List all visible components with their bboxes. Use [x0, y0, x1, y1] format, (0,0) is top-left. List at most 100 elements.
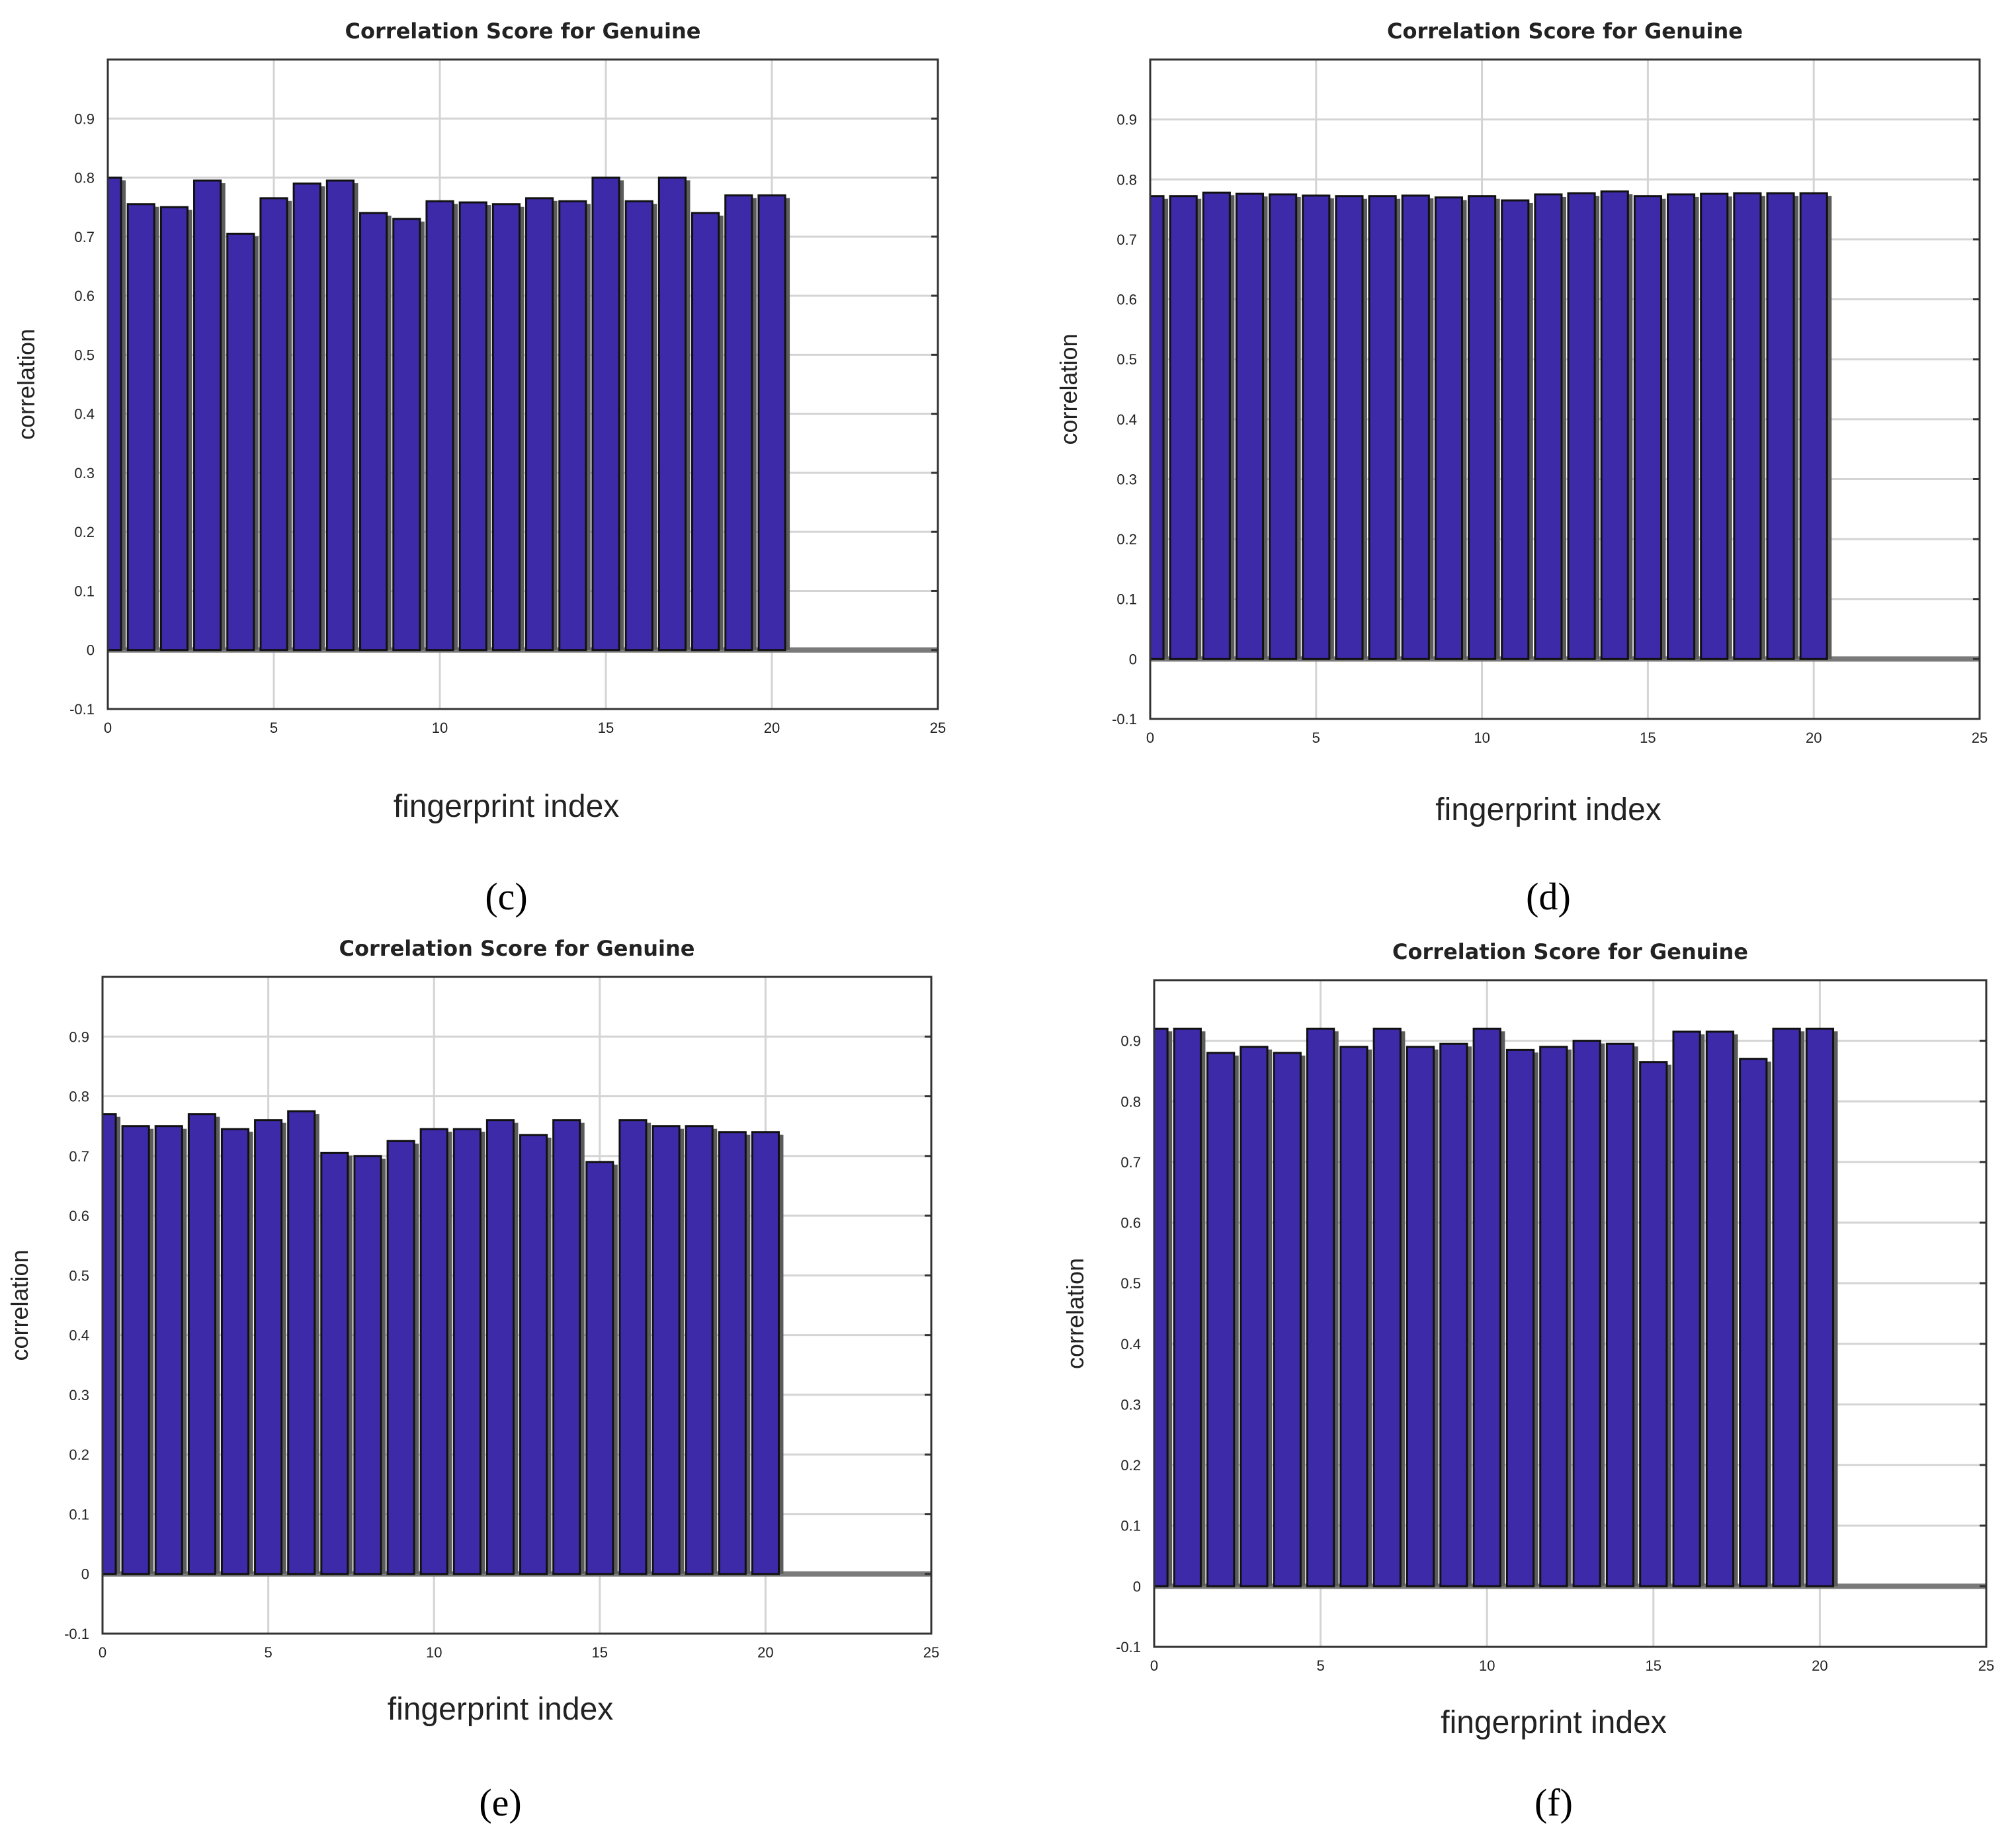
x-axis-label: fingerprint index	[388, 1692, 614, 1727]
bar-shadow	[718, 216, 724, 650]
y-tick-label: 0.1	[74, 583, 95, 599]
chart-title: Correlation Score for Genuine	[345, 19, 701, 44]
x-axis-label: fingerprint index	[1441, 1705, 1667, 1740]
bar-shadow	[1197, 198, 1202, 659]
bar-shadow	[1163, 198, 1169, 659]
bar-shadow	[646, 1122, 651, 1574]
bar-shadow	[519, 206, 525, 650]
y-tick-label: -0.1	[69, 701, 95, 718]
y-tick-label: 0.9	[74, 110, 95, 127]
bar	[287, 1110, 316, 1575]
y-tick-label: 0	[1133, 1578, 1141, 1595]
bar	[1501, 199, 1530, 660]
bar	[685, 1125, 714, 1575]
bar	[1505, 1048, 1535, 1587]
bar-shadow	[685, 180, 691, 650]
bar	[121, 1125, 150, 1575]
bar-shadow	[619, 180, 624, 650]
x-tick-label: 0	[99, 1644, 106, 1661]
bar-shadow	[552, 200, 558, 650]
x-tick-label: 20	[1812, 1657, 1827, 1674]
chart-panel-c: Correlation Score for Genuine 0 5 10 15 20 25 -…	[13, 19, 946, 918]
bar-shadow	[1267, 1049, 1273, 1587]
bar	[558, 200, 587, 651]
bar	[359, 212, 388, 651]
bar	[1372, 1027, 1402, 1587]
bar	[1705, 1030, 1735, 1587]
x-tick-label: 15	[592, 1644, 608, 1661]
bar	[1600, 190, 1629, 660]
x-tick-label: 25	[923, 1644, 939, 1661]
bar	[193, 179, 222, 651]
bar	[1772, 1027, 1801, 1587]
bar	[519, 1134, 548, 1575]
chart-panel-d: Correlation Score for Genuine 0 5 10 15 20 25 -…	[1055, 19, 1988, 918]
bar-shadow	[1760, 196, 1765, 659]
y-tick-label: 0.5	[74, 347, 95, 363]
bar	[259, 197, 288, 651]
bar-shadow	[1700, 1034, 1705, 1587]
bar-shadow	[1833, 1031, 1838, 1587]
panel-caption: (f)	[1534, 1781, 1573, 1824]
bar-shadow	[1727, 196, 1732, 659]
y-tick-label: 0.4	[1116, 411, 1137, 428]
bar	[618, 1119, 648, 1575]
panel-caption: (d)	[1526, 875, 1571, 918]
y-tick-label: 0.8	[1116, 171, 1137, 188]
bar-shadow	[751, 198, 757, 650]
bar-shadow	[248, 1132, 253, 1574]
y-tick-label: 0.8	[69, 1089, 89, 1105]
y-tick-label: 0.1	[1116, 591, 1137, 608]
bar-shadow	[386, 216, 392, 650]
chart-title: Correlation Score for Genuine	[1392, 939, 1748, 964]
bar	[292, 182, 321, 651]
bar-shadow	[1400, 1031, 1406, 1587]
x-tick-label: 25	[1978, 1657, 1994, 1674]
x-tick-label: 0	[1150, 1657, 1158, 1674]
bar-shadow	[1234, 1055, 1239, 1587]
y-tick-label: 0.7	[74, 229, 95, 245]
y-tick-label: 0.8	[74, 170, 95, 187]
bar	[1335, 195, 1364, 660]
bar	[585, 1161, 614, 1575]
bar-shadow	[1167, 1031, 1173, 1587]
bar	[1468, 195, 1497, 660]
bar-shadow	[1528, 202, 1533, 659]
bar	[1273, 1052, 1302, 1587]
bar-shadow	[513, 1122, 519, 1574]
y-tick-label: 0.4	[69, 1327, 89, 1344]
bar-shadow	[1733, 1034, 1738, 1587]
bar-shadow	[1329, 198, 1334, 659]
bar	[1739, 1058, 1768, 1587]
bar-shadow	[486, 205, 491, 650]
y-tick-label: 0.7	[69, 1148, 89, 1165]
y-tick-label: 0	[87, 642, 95, 659]
bar	[1766, 192, 1795, 660]
x-tick-label: 15	[1640, 730, 1656, 746]
y-tick-label: -0.1	[1116, 1639, 1141, 1655]
bar	[1202, 191, 1231, 660]
bar-shadow	[116, 1116, 121, 1574]
bar-shadow	[1694, 196, 1699, 659]
bar	[1605, 1042, 1635, 1587]
y-axis-label: correlation	[6, 1249, 33, 1360]
bar-shadow	[215, 1116, 220, 1574]
x-tick-label: 0	[104, 720, 112, 736]
bar	[458, 201, 487, 651]
bar-shadow	[381, 1158, 386, 1574]
chart-panel-f: Correlation Score for Genuine 0 5 10 15 20 25 -…	[1062, 939, 1994, 1824]
bar	[491, 203, 521, 651]
bar	[325, 179, 355, 651]
bar-shadow	[1827, 196, 1832, 659]
bar-shadow	[612, 1164, 618, 1574]
x-tick-label: 10	[426, 1644, 442, 1661]
x-tick-label: 10	[432, 720, 448, 736]
y-tick-label: 0.9	[69, 1028, 89, 1045]
y-tick-label: 0.5	[1120, 1275, 1141, 1292]
bar	[724, 194, 753, 651]
y-tick-label: 0.2	[74, 524, 95, 540]
x-tick-label: 20	[757, 1644, 773, 1661]
chart-panel-e: Correlation Score for Genuine 0 5 10 15 20 25 -…	[6, 936, 939, 1824]
axes-frame	[1149, 58, 1981, 720]
bar-shadow	[652, 204, 657, 650]
